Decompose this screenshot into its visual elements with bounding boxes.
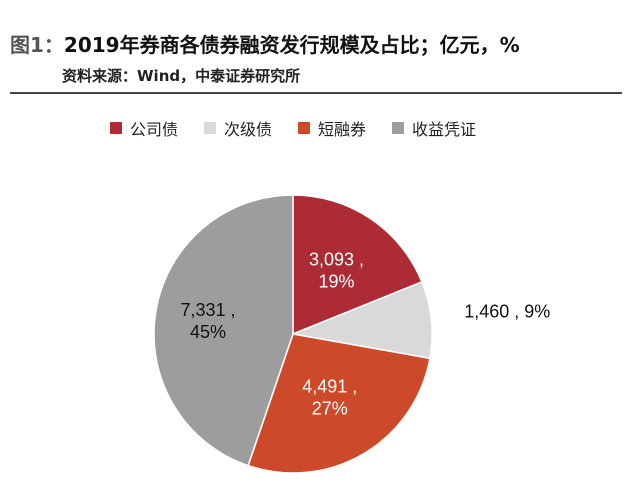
data-label-value: 7,331 , <box>180 300 235 320</box>
pie-slice <box>153 194 294 467</box>
legend-label: 收益凭证 <box>412 120 477 139</box>
data-label-value: 4,491 , <box>302 376 357 396</box>
data-label-percent: 45% <box>190 322 226 342</box>
legend-swatch <box>110 122 122 134</box>
data-label: 1,460 , 9% <box>464 302 550 322</box>
pie-slice <box>247 333 431 474</box>
legend: 公司债 次级债 短融券 收益凭证 <box>110 116 476 140</box>
chart-title: 图1：2019年券商各债券融资发行规模及占比；亿元，% <box>10 29 520 58</box>
legend-swatch <box>204 122 217 134</box>
legend-item-shouyipingzheng: 收益凭证 <box>392 116 476 140</box>
title-divider <box>10 92 622 94</box>
data-label-percent: 19% <box>319 271 355 291</box>
data-label: 3,093 , 19% <box>309 249 364 291</box>
pie-slice <box>292 194 423 336</box>
legend-item-cijizhai: 次级债 <box>204 116 272 140</box>
data-label: 4,491 , 27% <box>302 376 357 418</box>
legend-label: 公司债 <box>130 120 179 139</box>
legend-swatch <box>392 122 405 134</box>
legend-label: 短融券 <box>318 120 367 139</box>
legend-label: 次级债 <box>224 120 273 139</box>
source-note: 资料来源：Wind，中泰证券研究所 <box>62 67 301 85</box>
title-text: 2019年券商各债券融资发行规模及占比；亿元，% <box>63 33 520 57</box>
legend-swatch <box>298 122 311 134</box>
legend-item-gongsizhai: 公司债 <box>110 116 178 140</box>
legend-item-duanrongquan: 短融券 <box>298 116 366 140</box>
data-label: 7,331 , 45% <box>180 300 235 342</box>
data-label-percent: 27% <box>312 398 348 418</box>
figure-label: 图1： <box>10 33 64 57</box>
data-label-value: 3,093 , <box>309 249 364 269</box>
